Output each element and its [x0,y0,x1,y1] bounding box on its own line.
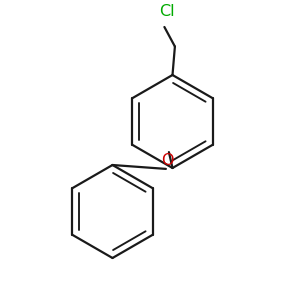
Text: Cl: Cl [159,4,174,20]
Text: O: O [161,153,174,168]
